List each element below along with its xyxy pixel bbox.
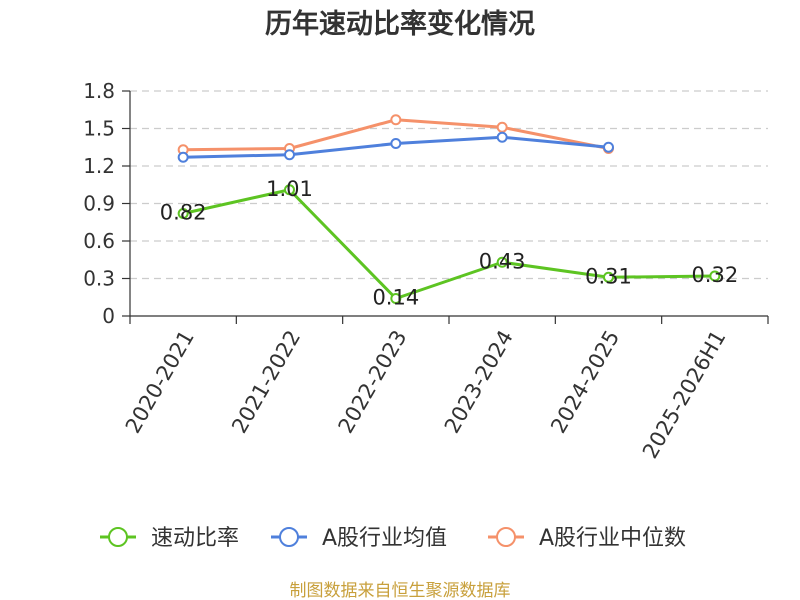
data-point[interactable]: [390, 293, 402, 304]
data-point[interactable]: [177, 151, 189, 163]
data-label: 0.32: [691, 263, 738, 287]
data-point[interactable]: [603, 141, 614, 153]
legend-marker-icon: [279, 527, 299, 547]
y-tick-label: 1.8: [83, 79, 115, 103]
data-label: 0.14: [372, 286, 419, 310]
data-point[interactable]: [390, 138, 402, 149]
data-point[interactable]: [709, 270, 721, 282]
data-label: 0.31: [585, 264, 632, 288]
legend-item-industry-median[interactable]: A股行业中位数: [488, 526, 686, 551]
y-tick-label: 0.3: [83, 267, 115, 291]
legend-item-quick-ratio[interactable]: 速动比率: [100, 526, 239, 551]
data-point[interactable]: [496, 131, 508, 143]
x-tick-label: 2025-2026H1: [638, 326, 731, 462]
series-line: [182, 188, 715, 300]
x-tick-label: 2023-2024: [440, 326, 518, 437]
legend-marker-icon: [496, 527, 516, 547]
x-tick-label: 2020-2021: [121, 326, 199, 437]
data-label: 0.82: [160, 201, 207, 225]
data-point[interactable]: [390, 114, 402, 126]
y-tick-label: 0: [102, 304, 115, 328]
x-tick-label: 2022-2023: [334, 326, 412, 437]
legend-marker-icon: [108, 527, 128, 547]
data-point[interactable]: [603, 271, 614, 283]
x-tick-label: 2021-2022: [227, 326, 305, 437]
x-tick-label: 2024-2025: [546, 326, 624, 437]
data-point[interactable]: [284, 184, 295, 196]
axes: 0 0.3 0.6 0.9 1.2 1.5 1.8 2020-2021 2021-2022 202…: [83, 79, 769, 463]
legend-label: A股行业中位数: [539, 526, 686, 551]
y-tick-label: 0.6: [83, 229, 115, 253]
legend-item-industry-mean[interactable]: A股行业均值: [271, 526, 447, 551]
data-point[interactable]: [284, 149, 295, 161]
chart-title: 历年速动比率变化情况: [265, 8, 535, 40]
data-labels: 0.82 1.01 0.14 0.43 0.31 0.32: [160, 177, 738, 310]
legend-label: 速动比率: [151, 526, 239, 551]
data-label: 1.01: [266, 177, 313, 201]
y-tick-label: 1.5: [83, 117, 115, 141]
grid: [130, 90, 768, 280]
legend-label: A股行业均值: [322, 526, 447, 551]
series: [177, 114, 721, 304]
legend: 速动比率 A股行业均值 A股行业中位数: [100, 526, 686, 551]
data-point[interactable]: [496, 256, 508, 268]
y-tick-label: 0.9: [83, 192, 115, 216]
source-footer: 制图数据来自恒生聚源数据库: [290, 581, 511, 600]
data-label: 0.43: [479, 249, 526, 273]
data-point[interactable]: [496, 121, 508, 133]
y-tick-label: 1.2: [83, 154, 115, 178]
data-point[interactable]: [177, 208, 189, 219]
